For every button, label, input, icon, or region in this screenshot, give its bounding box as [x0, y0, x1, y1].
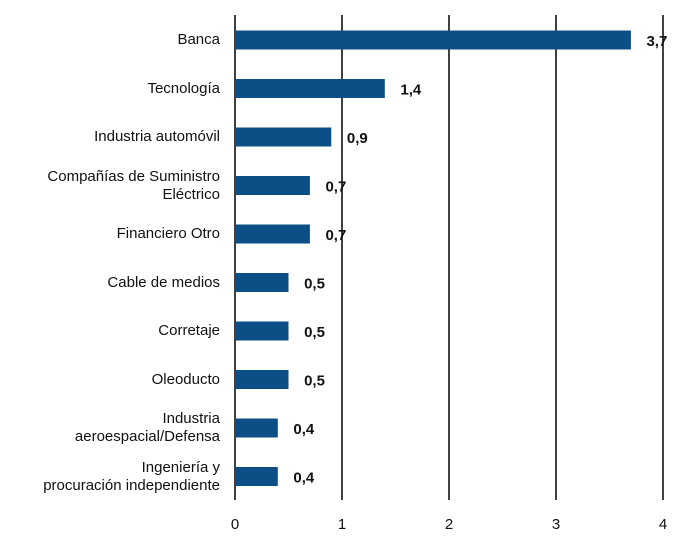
bar [235, 79, 385, 98]
bar [235, 418, 278, 438]
value-label: 1,4 [400, 81, 422, 98]
y-tick-label: Compañías de Suministro Eléctrico [47, 167, 220, 203]
y-tick-label: Corretaje [158, 322, 220, 339]
y-tick-label: Tecnología [147, 79, 220, 97]
y-tick-label: Banca [177, 31, 220, 48]
y-tick-label: Ingeniería y procuración independiente [43, 458, 220, 494]
x-tick-label: 1 [338, 516, 346, 533]
bar [235, 30, 631, 50]
y-tick-label: Oleoducto [151, 370, 220, 388]
x-tick-label: 3 [552, 516, 560, 533]
value-label: 0,5 [304, 275, 325, 292]
bar [235, 224, 310, 244]
bar [235, 127, 332, 147]
x-tick-label: 4 [659, 516, 667, 533]
value-label: 0,7 [325, 178, 346, 195]
value-label: 0,4 [293, 469, 315, 486]
value-label: 0,5 [304, 324, 325, 341]
x-tick-label: 0 [231, 516, 239, 533]
value-label: 0,4 [293, 421, 315, 438]
x-tick-label: 2 [445, 516, 453, 533]
y-tick-label: Industria aeroespacial/Defensa [74, 410, 220, 445]
bar [235, 176, 310, 195]
y-tick-label: Industria automóvil [94, 128, 220, 145]
value-label: 0,5 [304, 372, 325, 389]
value-label: 0,7 [325, 227, 346, 244]
bar [235, 370, 289, 389]
value-label: 3,7 [646, 33, 667, 50]
y-tick-label: Financiero Otro [116, 225, 220, 242]
value-label: 0,9 [347, 130, 368, 147]
bar [235, 273, 289, 292]
y-tick-label: Cable de medios [107, 273, 220, 291]
bar [235, 467, 278, 486]
bar [235, 321, 289, 341]
